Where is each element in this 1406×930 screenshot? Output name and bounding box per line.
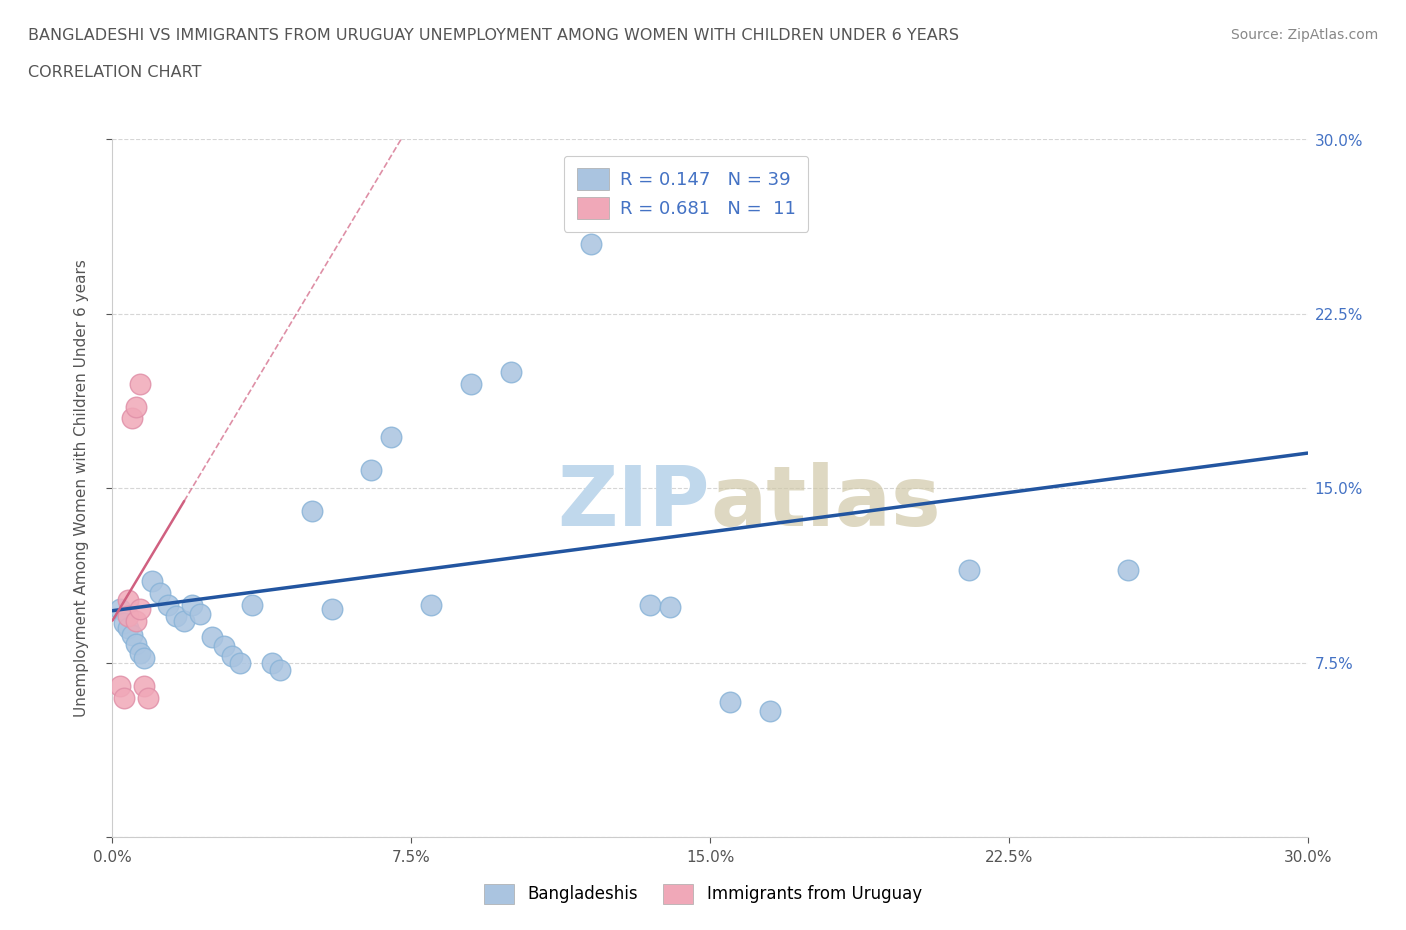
Point (638, 597, 662, 612)
Point (134, 651, 156, 666)
Point (181, 597, 204, 612)
Point (460, 376, 482, 391)
Point (1116, 562, 1139, 577)
Point (301, 504, 323, 519)
Point (221, 648, 243, 663)
Point (134, 679, 156, 694)
Point (125, 614, 148, 629)
Point (121, 411, 143, 426)
Point (957, 562, 980, 577)
Point (149, 586, 172, 601)
Point (619, 202, 641, 217)
Text: BANGLADESHI VS IMMIGRANTS FROM URUGUAY UNEMPLOYMENT AMONG WOMEN WITH CHILDREN UN: BANGLADESHI VS IMMIGRANTS FROM URUGUAY U… (28, 28, 959, 43)
Legend: Bangladeshis, Immigrants from Uruguay: Bangladeshis, Immigrants from Uruguay (477, 875, 929, 912)
Text: Source: ZipAtlas.com: Source: ZipAtlas.com (1230, 28, 1378, 42)
Point (110, 679, 132, 694)
Point (129, 376, 152, 391)
Legend: R = 0.147   N = 39, R = 0.681   N =  11: R = 0.147 N = 39, R = 0.681 N = 11 (564, 155, 808, 232)
Point (129, 645, 152, 660)
Point (157, 597, 180, 612)
Point (212, 639, 235, 654)
Point (165, 609, 187, 624)
Point (117, 609, 139, 624)
Point (579, 237, 602, 252)
Point (759, 704, 782, 719)
Point (659, 600, 682, 615)
Y-axis label: Unemployment Among Women with Children Under 6 years: Unemployment Among Women with Children U… (75, 259, 89, 717)
Point (125, 637, 148, 652)
Point (129, 602, 152, 617)
Point (117, 592, 139, 607)
Point (173, 614, 195, 629)
Point (718, 695, 741, 710)
Point (114, 616, 135, 631)
Point (125, 400, 148, 415)
Point (121, 628, 143, 643)
Point (499, 365, 522, 379)
Point (141, 574, 163, 589)
Point (380, 430, 402, 445)
Point (117, 620, 139, 635)
Point (420, 597, 443, 612)
Point (188, 606, 211, 621)
Point (110, 602, 132, 617)
Point (321, 602, 343, 617)
Point (201, 630, 224, 644)
Point (360, 462, 382, 477)
Point (269, 662, 291, 677)
Text: ZIP: ZIP (558, 461, 710, 543)
Text: atlas: atlas (710, 461, 941, 543)
Point (138, 690, 160, 705)
Point (114, 690, 135, 705)
Point (229, 656, 252, 671)
Text: CORRELATION CHART: CORRELATION CHART (28, 65, 201, 80)
Point (240, 597, 263, 612)
Point (260, 656, 283, 671)
